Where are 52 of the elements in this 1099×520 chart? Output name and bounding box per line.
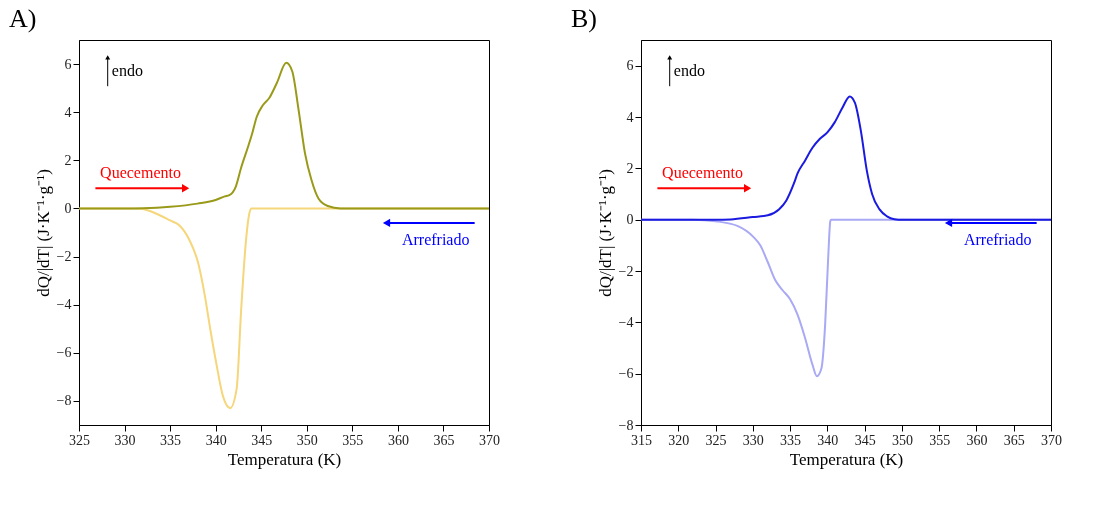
y-tick-label: 0 <box>626 212 634 228</box>
x-tick-label: 340 <box>205 432 227 448</box>
annotation: Quecemento <box>100 163 181 181</box>
x-tick-label: 325 <box>705 432 727 448</box>
x-tick-label: 360 <box>387 432 409 448</box>
y-tick-label: −4 <box>56 297 72 313</box>
y-tick-label: 4 <box>626 109 634 125</box>
x-tick-label: 320 <box>668 432 690 448</box>
x-axis-title: Temperatura (K) <box>789 449 904 469</box>
y-tick-label: −4 <box>618 314 634 330</box>
y-tick-label: 2 <box>64 152 72 168</box>
chart-title: B) <box>571 4 597 33</box>
annotation: endo <box>111 61 143 79</box>
x-tick-label: 345 <box>854 432 876 448</box>
chart-title: A) <box>9 4 37 33</box>
x-tick-label: 365 <box>1003 432 1025 448</box>
x-tick-label: 335 <box>780 432 802 448</box>
x-axis-title: Temperatura (K) <box>227 449 342 469</box>
y-tick-label: −8 <box>56 393 72 409</box>
x-tick-label: 350 <box>891 432 913 448</box>
y-tick-label: −6 <box>56 345 72 361</box>
y-tick-label: −2 <box>618 263 634 279</box>
x-tick-label: 350 <box>296 432 318 448</box>
y-axis-title: dQ/|dT| (J·K⁻¹·g⁻¹) <box>33 169 53 297</box>
x-tick-label: 340 <box>817 432 839 448</box>
line-series <box>78 61 490 210</box>
y-tick-label: −8 <box>618 417 634 433</box>
annotation: endo <box>673 61 705 79</box>
annotation: Arrefriado <box>401 231 470 249</box>
annotation: Quecemento <box>662 163 743 181</box>
x-tick-label: 365 <box>433 432 455 448</box>
line-series <box>640 95 1052 221</box>
x-tick-label: 345 <box>251 432 273 448</box>
x-tick-label: 315 <box>631 432 652 448</box>
x-tick-label: 360 <box>966 432 988 448</box>
y-tick-label: 0 <box>64 200 72 216</box>
y-axis-title: dQ/|dT| (J·K⁻¹·g⁻¹) <box>595 169 615 297</box>
x-tick-label: 355 <box>342 432 364 448</box>
y-tick-label: 2 <box>626 160 634 176</box>
x-tick-label: 330 <box>114 432 136 448</box>
x-tick-label: 325 <box>69 432 90 448</box>
x-tick-label: 370 <box>479 432 500 448</box>
x-tick-label: 370 <box>1041 432 1062 448</box>
x-tick-label: 330 <box>742 432 764 448</box>
y-tick-label: −6 <box>618 366 634 382</box>
x-tick-label: 335 <box>160 432 182 448</box>
y-tick-label: 4 <box>64 104 72 120</box>
y-tick-label: −2 <box>56 249 72 265</box>
y-tick-label: 6 <box>64 56 72 72</box>
x-tick-label: 355 <box>929 432 951 448</box>
annotation: Arrefriado <box>963 231 1032 249</box>
y-tick-label: 6 <box>626 58 634 74</box>
